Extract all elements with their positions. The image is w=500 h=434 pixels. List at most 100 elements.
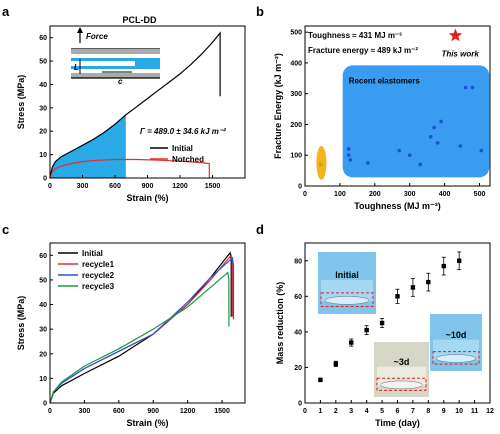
x-tick-label-d-9: 9 — [442, 408, 446, 415]
scatter-point-b-0-9 — [435, 141, 440, 145]
y-tick-label-c-1: 10 — [39, 376, 47, 383]
panel-label-a: a — [2, 4, 10, 19]
inset-label-1: ~3d — [394, 357, 410, 367]
data-point-d-1 — [333, 361, 339, 367]
panel-c-chart: 0 300 600 900 1200 1500 0 10 20 30 40 50 60 Strain (… — [16, 242, 246, 428]
vial-photo-inset-2: ~10d — [430, 314, 482, 371]
y-axis-label-d: Mass reduction (%) — [275, 282, 285, 365]
data-point-d-4 — [379, 320, 385, 326]
x-tick-label-d-7: 7 — [411, 408, 415, 415]
x-axis-label-b: Toughness (MJ m⁻³) — [354, 201, 441, 211]
data-point-d-6 — [410, 285, 416, 290]
y-tick-label-a-4: 40 — [39, 82, 47, 89]
y-tick-label-d-3: 60 — [294, 294, 302, 301]
x-tick-label-c-4: 1200 — [180, 408, 196, 415]
y-tick-label-a-1: 10 — [39, 152, 47, 159]
y-tick-label-a-5: 50 — [39, 59, 47, 66]
x-tick-label-b-0: 0 — [303, 191, 307, 198]
panel-label-b: b — [256, 4, 264, 19]
x-tick-label-a-4: 1200 — [172, 183, 188, 190]
x-tick-label-d-8: 8 — [426, 408, 430, 415]
inset-label-0: Initial — [335, 270, 359, 280]
x-tick-label-d-4: 4 — [365, 408, 369, 415]
y-axis-label-c: Stress (MPa) — [16, 296, 26, 351]
y-tick-label-b-2: 200 — [290, 122, 302, 129]
legend-label-a-1: Notched — [172, 155, 204, 164]
x-axis-label-d: Time (day) — [375, 418, 420, 428]
toughness-annotation: Toughness ≈ 431 MJ m⁻³ — [308, 31, 402, 40]
scatter-point-b-0-8 — [432, 125, 436, 130]
data-point-d-9 — [456, 258, 462, 263]
vial-photo-inset-1: ~3d — [374, 342, 429, 397]
scatter-point-b-1-0 — [318, 162, 323, 167]
x-tick-label-d-11: 11 — [471, 408, 479, 415]
scatter-point-b-0-10 — [439, 119, 443, 124]
x-tick-label-d-6: 6 — [396, 408, 400, 415]
scatter-point-b-0-5 — [407, 153, 412, 158]
fracture-energy-annotation: Γ = 489.0 ± 34.6 kJ m⁻² — [140, 127, 226, 136]
vial-photo-inset-0: Initial — [318, 252, 376, 314]
recent-elastomers-region — [342, 65, 490, 178]
x-tick-label-d-12: 12 — [486, 408, 494, 415]
legend-label-a-0: Initial — [172, 144, 193, 153]
series-line-a-0 — [49, 31, 221, 179]
vial-photo-insets: Initial ~3d ~10d — [318, 252, 482, 397]
y-tick-label-a-6: 60 — [39, 35, 47, 42]
data-point-d-7 — [426, 279, 431, 285]
fracture-energy-annotation-b: Fracture energy ≈ 489 kJ m⁻² — [308, 46, 418, 55]
scatter-point-b-0-1 — [346, 147, 351, 151]
x-tick-label-b-3: 300 — [404, 191, 416, 198]
x-axis-label-c: Strain (%) — [126, 418, 168, 428]
y-tick-label-c-2: 20 — [39, 351, 47, 358]
y-tick-label-b-0: 0 — [298, 184, 302, 191]
x-axis-label-a: Strain (%) — [126, 193, 168, 203]
scatter-point-b-0-14 — [479, 148, 484, 153]
notch-schematic-inset: Force L c — [71, 27, 160, 86]
series-line-c-1 — [49, 253, 233, 404]
x-tick-label-b-5: 500 — [474, 191, 486, 198]
x-tick-label-a-1: 300 — [77, 183, 89, 190]
x-tick-label-c-5: 1500 — [214, 408, 230, 415]
series-line-a-1 — [49, 158, 210, 179]
inset-l-label: L — [74, 63, 79, 72]
y-tick-label-d-2: 40 — [294, 329, 302, 336]
inset-label-2: ~10d — [446, 330, 467, 340]
y-tick-label-c-4: 40 — [39, 302, 47, 309]
panel-label-c: c — [2, 222, 9, 237]
data-point-d-3 — [364, 327, 369, 333]
series-line-c-2 — [49, 256, 235, 404]
chart-title-a: PCL-DD — [123, 15, 157, 25]
legend-label-c-1: recycle1 — [82, 260, 115, 269]
data-point-d-0 — [318, 377, 323, 383]
y-tick-label-c-6: 60 — [39, 253, 47, 260]
y-tick-label-a-0: 0 — [43, 176, 47, 183]
inset-c-label: c — [118, 77, 123, 86]
scatter-point-b-0-3 — [366, 161, 370, 165]
y-tick-label-b-5: 500 — [290, 30, 302, 37]
scatter-point-b-0-2 — [348, 158, 353, 162]
panel-a-chart: 0 300 600 900 1200 1500 0 10 20 30 40 50 60 Strain (… — [16, 15, 246, 203]
x-tick-label-d-0: 0 — [303, 408, 307, 415]
y-axis-label-a: Stress (MPa) — [16, 75, 26, 130]
x-tick-label-a-2: 600 — [109, 183, 121, 190]
x-tick-label-a-0: 0 — [48, 183, 52, 190]
x-tick-label-d-3: 3 — [349, 408, 353, 415]
highlight-box-0 — [320, 292, 374, 308]
data-point-d-2 — [349, 340, 354, 345]
y-tick-label-b-4: 400 — [290, 60, 302, 67]
x-tick-label-d-10: 10 — [455, 408, 463, 415]
x-tick-label-c-3: 900 — [147, 408, 159, 415]
highlight-box-2 — [432, 351, 480, 365]
x-tick-label-b-2: 200 — [369, 191, 381, 198]
x-tick-label-d-5: 5 — [380, 408, 384, 415]
scatter-point-b-0-7 — [428, 134, 433, 139]
x-tick-label-c-1: 300 — [79, 408, 91, 415]
plot-frame-c — [49, 242, 246, 404]
y-tick-label-a-2: 20 — [39, 129, 47, 136]
x-tick-label-a-5: 1500 — [205, 183, 221, 190]
scatter-point-b-0-4 — [397, 148, 402, 153]
y-tick-label-b-3: 300 — [290, 91, 302, 98]
scatter-point-b-0-11 — [458, 144, 463, 148]
scatter-point-b-0-13 — [470, 85, 475, 90]
